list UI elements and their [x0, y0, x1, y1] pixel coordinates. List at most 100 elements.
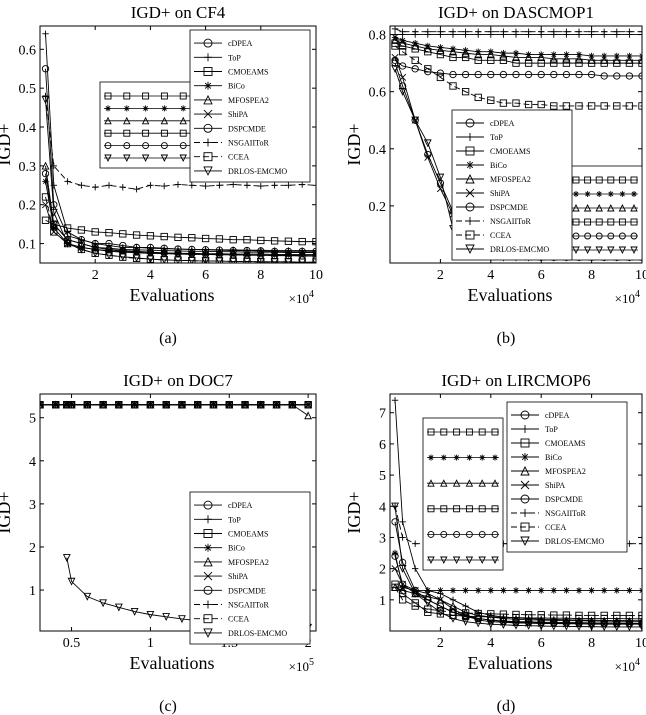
data-point [398, 82, 407, 90]
inset-marker [452, 556, 461, 565]
inset-marker [595, 246, 603, 255]
legend-marker [521, 453, 529, 461]
data-point [613, 72, 621, 80]
data-point [298, 237, 306, 246]
data-point [625, 72, 634, 80]
inset-marker [478, 556, 486, 565]
inset-marker [465, 505, 473, 513]
legend-marker [203, 109, 213, 119]
data-point [52, 401, 60, 409]
data-point [474, 50, 483, 59]
data-point [391, 583, 399, 591]
x-tick-label: 2 [92, 268, 99, 283]
inset-marker [440, 428, 448, 436]
data-point [304, 401, 312, 409]
y-tick-label: 3 [379, 531, 386, 546]
data-point [312, 258, 316, 263]
data-point [436, 69, 445, 77]
data-point [50, 220, 58, 228]
data-point [626, 587, 633, 594]
legend-marker [520, 465, 530, 476]
data-point [130, 607, 139, 616]
legend-label: ToP [228, 515, 241, 524]
legend-marker [521, 425, 529, 433]
data-point [399, 28, 406, 35]
inset-marker [572, 246, 580, 255]
data-point [411, 116, 420, 125]
data-point [538, 587, 545, 594]
data-point [575, 54, 583, 63]
data-point [524, 622, 533, 630]
legend-marker [465, 244, 475, 255]
data-point [391, 565, 399, 573]
inset-marker [584, 176, 592, 184]
legend-marker [466, 161, 474, 169]
data-point [550, 28, 557, 35]
x-tick-label: 10 [309, 268, 323, 283]
x-tick-label: 6 [202, 268, 209, 283]
data-point [270, 237, 279, 245]
inset-marker [123, 154, 131, 163]
inset-marker [478, 428, 486, 436]
data-point [524, 611, 533, 619]
inset-marker [440, 530, 448, 538]
data-point [146, 249, 154, 257]
inset-marker [453, 530, 461, 538]
data-point [436, 50, 445, 59]
data-point [105, 251, 113, 260]
y-tick-label: 0.5 [19, 82, 37, 97]
data-point [162, 401, 170, 409]
data-point [600, 623, 609, 631]
series-line [394, 587, 642, 616]
data-point [613, 28, 620, 35]
data-point [537, 622, 546, 631]
data-point [549, 54, 558, 63]
legend-label: CCEA [228, 153, 250, 162]
chart-title: IGD+ on DOC7 [123, 371, 233, 390]
legend-label: DRLOS-EMCMO [545, 537, 604, 546]
inset-marker [491, 428, 499, 436]
panel-caption: (d) [497, 698, 516, 715]
x-tick-label: 4 [487, 268, 494, 283]
data-point [524, 59, 533, 67]
data-point [114, 603, 123, 612]
y-tick-label: 0.3 [19, 160, 37, 175]
data-point [437, 587, 444, 594]
inset-marker [179, 142, 187, 150]
data-point [285, 182, 292, 189]
series-group [40, 400, 313, 631]
data-point [563, 587, 570, 594]
data-point [271, 182, 278, 189]
inset-marker [104, 116, 112, 125]
data-point [424, 150, 432, 159]
data-point [188, 250, 196, 258]
inset-marker [160, 154, 169, 163]
inset-marker [491, 556, 499, 565]
data-point [312, 237, 316, 246]
data-point [436, 596, 444, 604]
x-axis-label: Evaluations [468, 653, 553, 673]
data-point [486, 50, 495, 59]
data-point [562, 59, 571, 67]
x-tick-label: 1 [147, 636, 154, 651]
data-point [201, 234, 210, 243]
data-point [99, 599, 108, 608]
data-point [625, 56, 634, 64]
data-point [601, 587, 608, 594]
y-axis-label: IGD+ [0, 123, 14, 165]
inset-marker [618, 246, 627, 255]
data-point [132, 254, 141, 263]
chart-panel: IGD+ on DASCMOP1 2 4 6 8 10 0.2 0.4 0.6 0.8 Evalua… [344, 3, 646, 347]
y-tick-label: 0.2 [369, 200, 387, 215]
inset-marker [584, 191, 591, 197]
data-point [475, 587, 482, 594]
inset-marker [160, 129, 168, 137]
data-point [41, 216, 50, 224]
data-point [461, 88, 470, 96]
data-point [411, 56, 419, 64]
inset-marker [630, 246, 638, 255]
data-point [612, 623, 621, 631]
inset-marker [631, 191, 637, 197]
data-point [436, 173, 445, 182]
